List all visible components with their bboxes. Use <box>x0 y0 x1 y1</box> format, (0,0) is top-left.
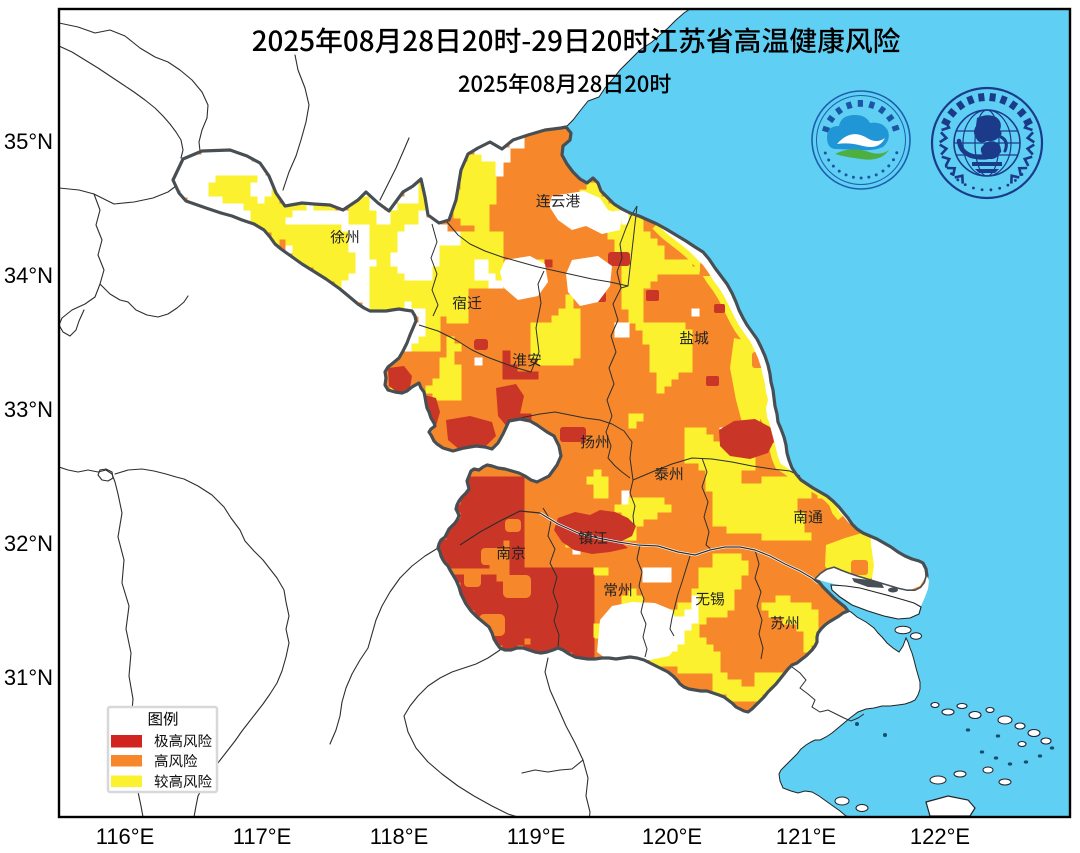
svg-text:121°E: 121°E <box>776 824 836 849</box>
svg-text:118°E: 118°E <box>370 824 429 849</box>
svg-text:122°E: 122°E <box>910 824 970 849</box>
svg-text:34°N: 34°N <box>4 263 53 288</box>
svg-text:117°E: 117°E <box>233 824 292 849</box>
svg-text:119°E: 119°E <box>507 824 566 849</box>
svg-text:32°N: 32°N <box>4 531 53 556</box>
svg-text:120°E: 120°E <box>642 824 702 849</box>
svg-text:33°N: 33°N <box>4 397 53 422</box>
svg-text:31°N: 31°N <box>4 665 53 690</box>
svg-text:35°N: 35°N <box>4 129 53 154</box>
svg-text:116°E: 116°E <box>96 824 155 849</box>
